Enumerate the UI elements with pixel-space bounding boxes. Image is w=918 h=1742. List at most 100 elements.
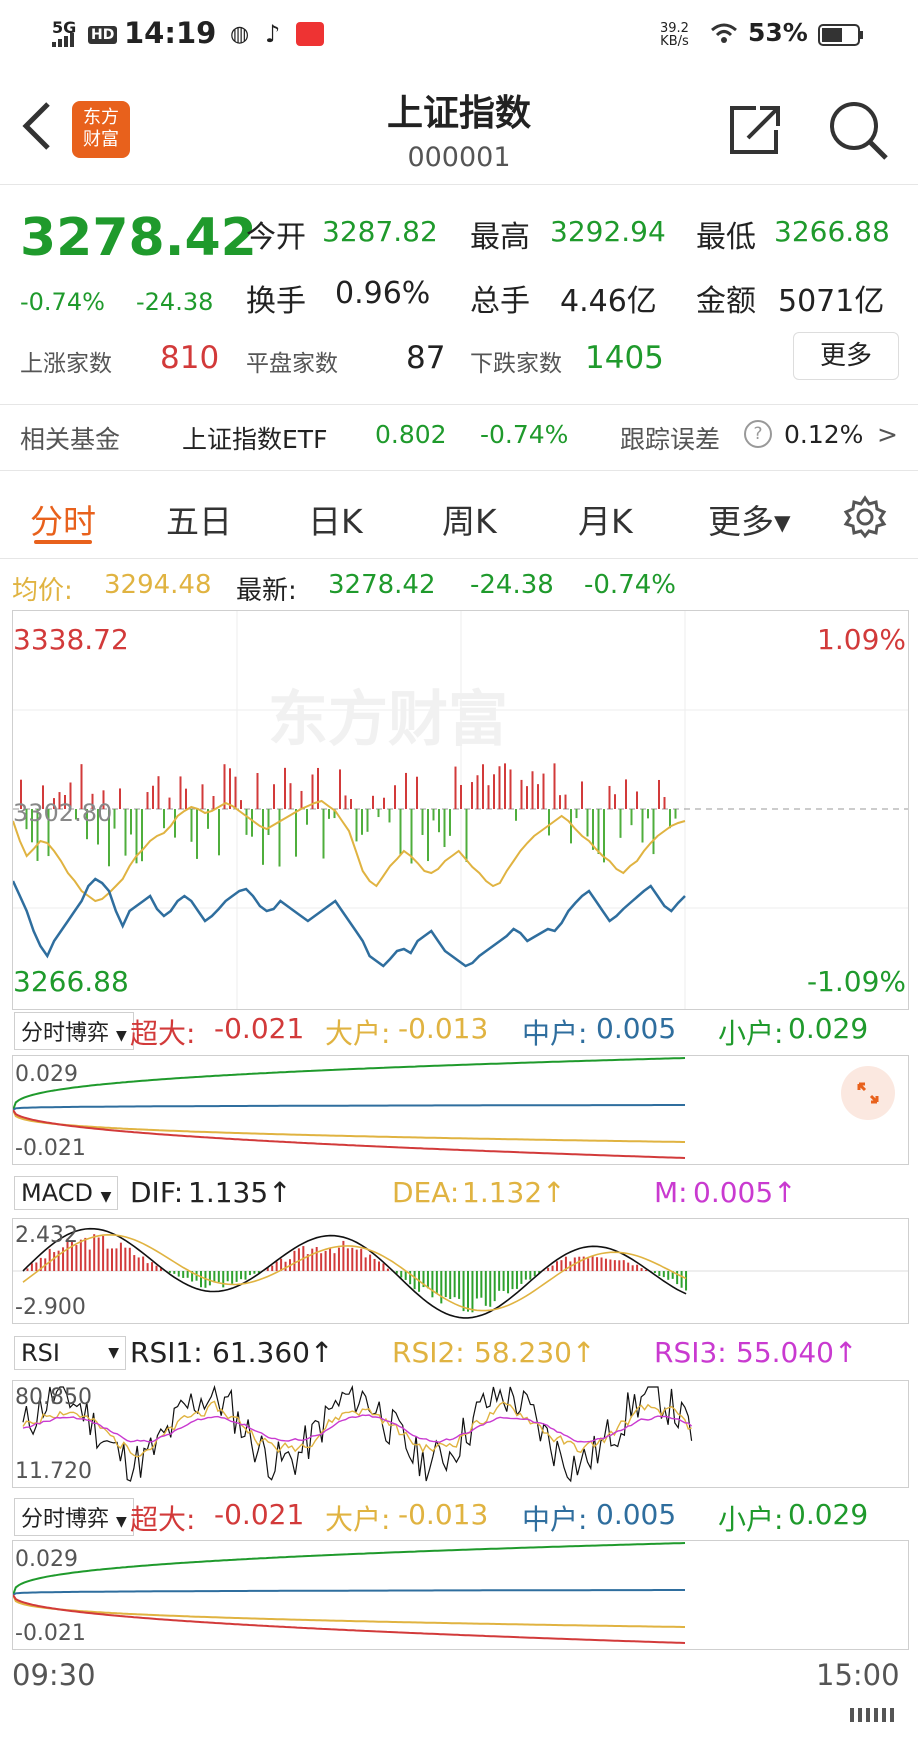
caret-down-icon: ▼	[108, 1345, 119, 1361]
battery-percent: 53%	[748, 18, 808, 47]
medium-investor-line	[13, 1104, 685, 1111]
tab-intraday[interactable]: 分时	[30, 502, 96, 541]
super-large-label: 超大:	[130, 1503, 196, 1536]
low-label: 最低	[696, 220, 756, 255]
pct-axis-bottom-label: -1.09%	[806, 965, 906, 998]
flow-chart-canvas	[13, 1057, 686, 1159]
signal-icon	[52, 32, 80, 51]
rsi1-line	[22, 1384, 693, 1483]
caret-down-icon: ▼	[100, 1189, 112, 1205]
y-axis-mid-label: 3302.80	[13, 799, 113, 827]
network-indicator: 5G	[52, 18, 77, 37]
resize-handle-icon[interactable]	[846, 1700, 896, 1732]
down-count: 1405	[585, 340, 664, 376]
indicator-selector-flow-2[interactable]: 分时博弈 ▼	[14, 1498, 134, 1536]
turnover-value: 0.96%	[335, 276, 431, 311]
latest-price-label: 最新:	[236, 576, 297, 606]
rsi3-value: 55.040↑	[736, 1336, 858, 1369]
flow-y-bottom-label: -0.021	[15, 1621, 86, 1646]
large-investor-line	[13, 1594, 685, 1628]
latest-change: -24.38	[470, 570, 554, 600]
network-speed: 39.2 KB/s	[660, 22, 689, 48]
tab-more[interactable]: 更多▾	[708, 502, 791, 541]
tab-monthly-k[interactable]: 月K	[578, 502, 633, 541]
help-icon[interactable]: ?	[744, 420, 772, 448]
small-value: 0.029	[788, 1012, 869, 1045]
up-count: 810	[160, 340, 220, 376]
super-large-investor-line	[13, 1594, 686, 1644]
divider	[0, 558, 918, 559]
intraday-chart-canvas	[13, 611, 908, 1009]
divider	[0, 470, 918, 471]
small-investor-line	[13, 1542, 686, 1596]
m-value: 0.005↑	[693, 1176, 797, 1209]
rsi-chart-canvas	[22, 1384, 693, 1483]
flow-y-top-label: 0.029	[15, 1547, 78, 1572]
fund-name[interactable]: 上证指数ETF	[182, 425, 328, 454]
divider	[0, 404, 918, 405]
logo-text-top: 东方	[83, 107, 119, 128]
fund-section-label: 相关基金	[20, 425, 121, 454]
rsi2-value: 58.230↑	[474, 1336, 596, 1369]
tab-daily-k[interactable]: 日K	[308, 502, 363, 541]
flat-count-label: 平盘家数	[246, 351, 338, 377]
macd-y-bottom-label: -2.900	[15, 1295, 86, 1320]
stock-app-icon	[296, 22, 324, 46]
gear-icon[interactable]	[842, 494, 888, 544]
chevron-right-icon[interactable]: >	[877, 420, 898, 449]
medium-label: 中户:	[522, 1503, 588, 1536]
dif-label: DIF:	[130, 1176, 184, 1209]
volume-value: 4.46亿	[560, 284, 657, 319]
divider	[0, 184, 918, 185]
chevron-left-icon[interactable]	[20, 100, 52, 156]
tiktok-icon: ♪	[265, 20, 281, 48]
rsi2-line	[22, 1400, 692, 1458]
avg-price-label: 均价:	[12, 576, 73, 606]
high-value: 3292.94	[550, 215, 666, 248]
small-label: 小户:	[718, 1017, 784, 1050]
open-label: 今开	[246, 220, 306, 255]
large-value: -0.013	[398, 1012, 489, 1045]
selector-label: RSI	[21, 1339, 60, 1367]
super-large-value: -0.021	[214, 1498, 305, 1531]
super-large-value: -0.021	[214, 1012, 305, 1045]
pct-axis-top-label: 1.09%	[817, 623, 906, 656]
amount-value: 5071亿	[778, 284, 885, 319]
caret-down-icon: ▼	[116, 1028, 127, 1044]
flat-count: 87	[406, 340, 446, 376]
expand-icon[interactable]	[841, 1066, 895, 1120]
macd-chart-canvas	[13, 1227, 908, 1319]
rsi3-line	[22, 1414, 693, 1443]
indicator-selector-flow-1[interactable]: 分时博弈 ▼	[14, 1012, 134, 1050]
selector-label: 分时博弈	[21, 1507, 110, 1532]
medium-value: 0.005	[596, 1012, 677, 1045]
high-label: 最高	[470, 220, 530, 255]
large-label: 大户:	[325, 1017, 391, 1050]
time-axis-end: 15:00	[816, 1658, 900, 1692]
dea-value: 1.132↑	[462, 1176, 566, 1209]
more-details-button[interactable]: 更多	[793, 332, 899, 380]
capital-flow-chart-1: 0.029 -0.021	[12, 1055, 909, 1165]
share-icon[interactable]	[726, 104, 782, 160]
battery-icon	[818, 24, 864, 50]
selector-label: MACD	[21, 1179, 93, 1207]
indicator-selector-rsi[interactable]: RSI ▼	[14, 1336, 126, 1370]
latest-change-percent: -0.74%	[584, 570, 676, 600]
change-value: -24.38	[136, 288, 214, 316]
app-logo: 东方 财富	[72, 101, 130, 158]
volume-label: 总手	[470, 284, 530, 319]
medium-investor-line	[13, 1589, 685, 1596]
y-axis-bottom-label: 3266.88	[13, 965, 129, 998]
indicator-selector-macd[interactable]: MACD ▼	[14, 1176, 119, 1210]
selector-label: 分时博弈	[21, 1021, 110, 1046]
down-count-label: 下跌家数	[470, 351, 562, 377]
stock-code: 000001	[407, 142, 511, 173]
intraday-chart[interactable]: 东方财富 3338.72 3302.80 3266.88 1.09% -1.09…	[12, 610, 909, 1010]
tab-five-day[interactable]: 五日	[166, 502, 232, 541]
tab-weekly-k[interactable]: 周K	[442, 502, 497, 541]
app-notification-icon: ◍	[230, 22, 250, 47]
search-icon[interactable]	[828, 100, 890, 166]
logo-text-bottom: 财富	[83, 129, 119, 150]
rsi2-label: RSI2:	[392, 1336, 465, 1369]
open-value: 3287.82	[322, 215, 438, 248]
